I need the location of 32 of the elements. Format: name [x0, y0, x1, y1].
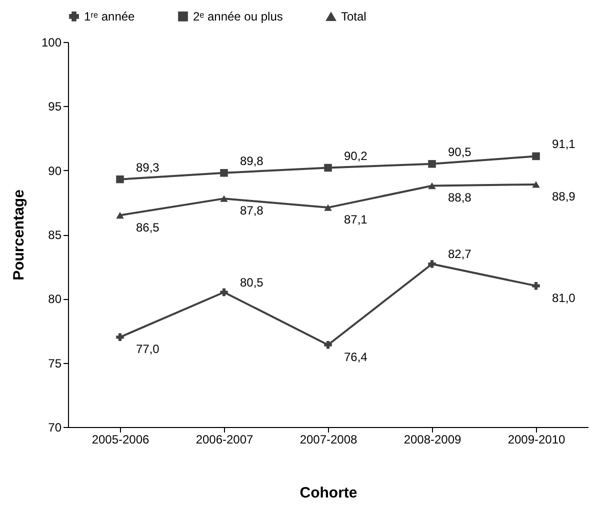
data-label: 76,4: [344, 350, 368, 364]
y-tick-label: 90: [48, 164, 62, 178]
data-label: 89,3: [136, 160, 160, 174]
legend-label: 1ʳᵉ année: [84, 9, 136, 24]
x-tick-label: 2008-2009: [404, 432, 462, 446]
data-label: 91,1: [552, 137, 576, 152]
data-label: 87,1: [344, 212, 368, 227]
data-label: 87,8: [240, 204, 264, 218]
y-tick-label: 75: [48, 356, 62, 370]
legend-label: Total: [341, 10, 366, 24]
data-label: 90,2: [344, 148, 368, 163]
legend-label: 2ᵉ année ou plus: [193, 9, 283, 24]
x-tick-label: 2006-2007: [196, 432, 254, 446]
y-tick-label: 85: [48, 228, 62, 242]
x-axis-title: Cohorte: [300, 484, 358, 502]
y-tick-label: 100: [41, 36, 62, 50]
y-axis-title: Pourcentage: [10, 190, 28, 280]
data-label: 88,8: [448, 190, 472, 205]
x-tick-label: 2005-2006: [92, 432, 150, 446]
data-label: 81,0: [552, 290, 576, 305]
y-tick-label: 80: [48, 292, 62, 306]
data-label: 82,7: [448, 247, 472, 262]
data-label: 80,5: [240, 275, 264, 290]
y-tick-label: 70: [48, 420, 62, 434]
data-label: 90,5: [448, 144, 472, 159]
data-label: 89,8: [240, 154, 264, 168]
data-label: 77,0: [136, 342, 160, 356]
y-tick-label: 95: [48, 100, 62, 114]
data-label: 86,5: [136, 220, 160, 234]
x-tick-label: 2009-2010: [508, 432, 566, 446]
x-tick-label: 2007-2008: [300, 432, 358, 446]
data-label: 88,9: [552, 189, 576, 204]
